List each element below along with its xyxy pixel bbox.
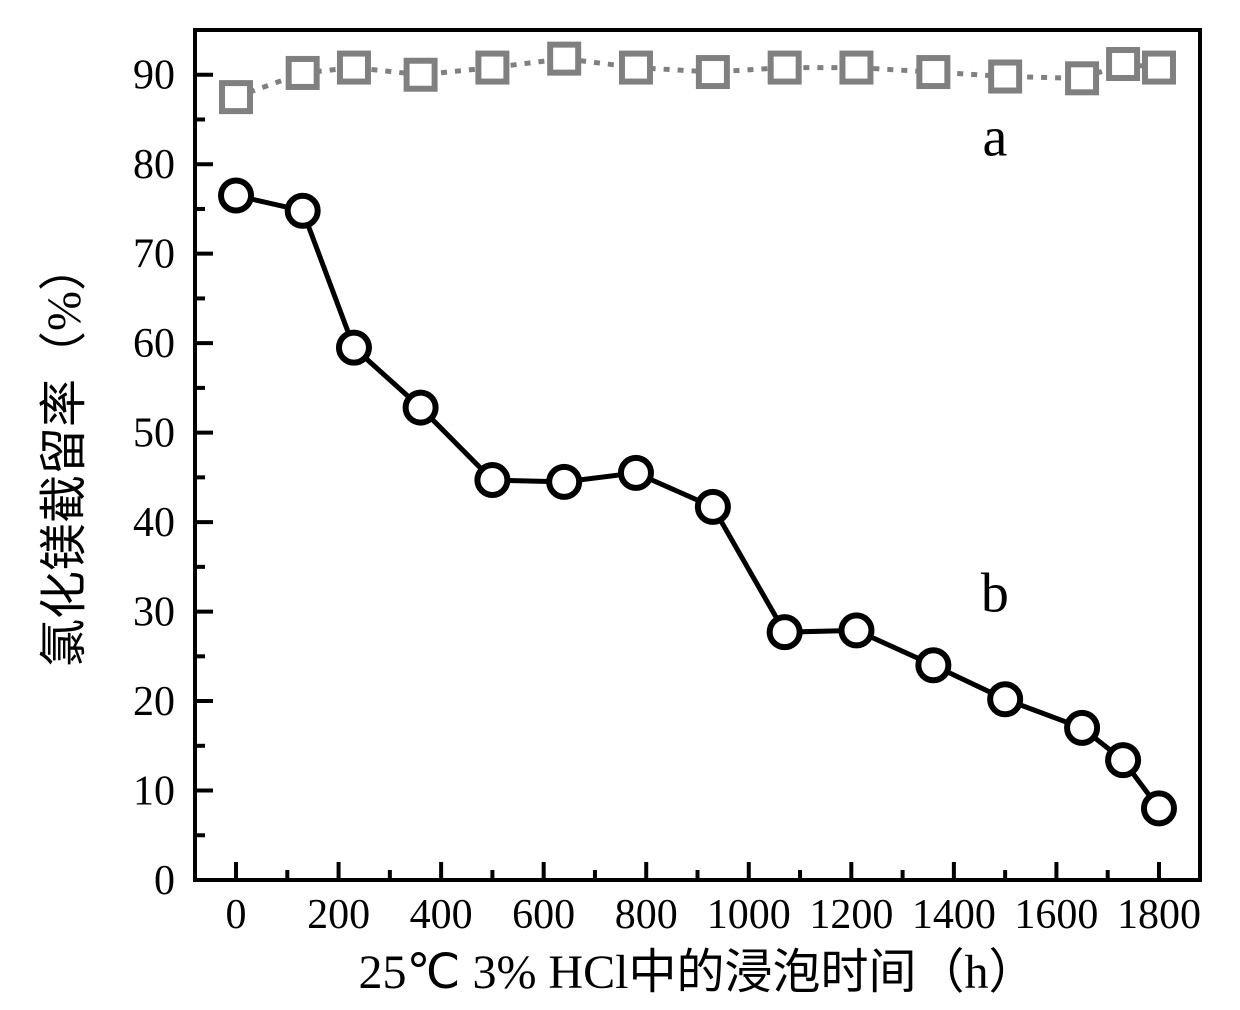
chart-container: 0 200 400 600 800 1000 1200 1400 1600 1800 0 10 20 30… xyxy=(0,0,1240,1010)
series-marker-b xyxy=(1108,745,1138,775)
series-marker-b xyxy=(477,465,507,495)
series-marker-b xyxy=(770,617,800,647)
series-marker-b xyxy=(621,458,651,488)
svg-text:60: 60 xyxy=(133,321,175,367)
series-marker-a xyxy=(340,54,368,82)
svg-text:0: 0 xyxy=(154,858,175,904)
y-axis-label: 氯化镁截留率（%） xyxy=(38,243,91,667)
series-marker-a xyxy=(622,54,650,82)
series-marker-b xyxy=(990,684,1020,714)
series-marker-a xyxy=(699,58,727,86)
svg-text:10: 10 xyxy=(133,769,175,815)
x-axis-label: 25℃ 3% HCl中的浸泡时间（h） xyxy=(359,946,1037,999)
series-marker-b xyxy=(918,650,948,680)
series-marker-a xyxy=(407,61,435,89)
series-marker-b xyxy=(221,181,251,211)
svg-text:1800: 1800 xyxy=(1117,892,1201,938)
svg-text:70: 70 xyxy=(133,232,175,278)
series-marker-b xyxy=(698,492,728,522)
svg-text:0: 0 xyxy=(226,892,247,938)
series-marker-a xyxy=(1109,50,1137,78)
series-marker-a xyxy=(478,54,506,82)
svg-text:1000: 1000 xyxy=(707,892,791,938)
series-marker-a xyxy=(842,54,870,82)
series-marker-b xyxy=(406,393,436,423)
svg-text:1400: 1400 xyxy=(912,892,996,938)
series-marker-b xyxy=(549,467,579,497)
series-marker-b xyxy=(1067,713,1097,743)
svg-text:90: 90 xyxy=(133,53,175,99)
series-label-a: a xyxy=(982,106,1007,168)
svg-text:400: 400 xyxy=(410,892,473,938)
series-marker-b xyxy=(1144,793,1174,823)
series-marker-b xyxy=(841,615,871,645)
series-marker-a xyxy=(550,45,578,73)
svg-text:1600: 1600 xyxy=(1014,892,1098,938)
series-marker-a xyxy=(771,54,799,82)
svg-text:20: 20 xyxy=(133,679,175,725)
series-marker-b xyxy=(288,196,318,226)
svg-text:200: 200 xyxy=(307,892,370,938)
svg-text:50: 50 xyxy=(133,411,175,457)
series-marker-a xyxy=(1068,64,1096,92)
svg-text:600: 600 xyxy=(512,892,575,938)
svg-text:800: 800 xyxy=(615,892,678,938)
series-label-b: b xyxy=(981,563,1009,625)
svg-text:40: 40 xyxy=(133,500,175,546)
series-marker-a xyxy=(289,59,317,87)
svg-text:30: 30 xyxy=(133,590,175,636)
series-marker-a xyxy=(991,63,1019,91)
series-marker-a xyxy=(1145,54,1173,82)
chart-svg: 0 200 400 600 800 1000 1200 1400 1600 1800 0 10 20 30… xyxy=(0,0,1240,1010)
series-marker-b xyxy=(339,333,369,363)
series-marker-a xyxy=(222,83,250,111)
series-marker-a xyxy=(919,58,947,86)
svg-text:1200: 1200 xyxy=(809,892,893,938)
svg-text:80: 80 xyxy=(133,142,175,188)
